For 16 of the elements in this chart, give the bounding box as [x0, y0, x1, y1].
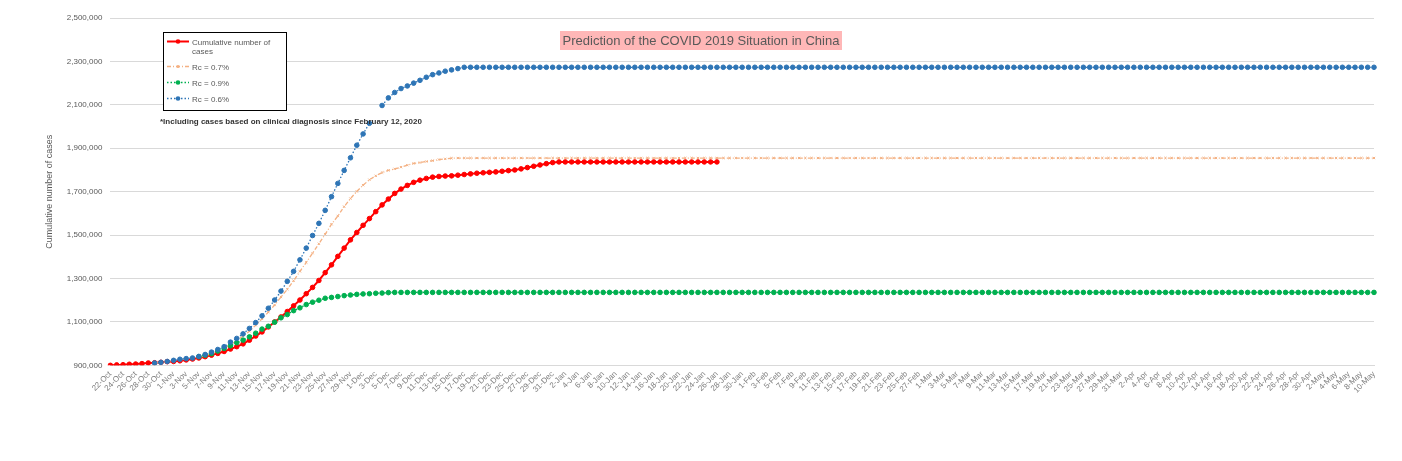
- y-tick-label: 2,500,000: [66, 13, 103, 23]
- y-tick-label: 1,300,000: [66, 273, 103, 283]
- y-axis-title: Cumulative number of cases: [43, 134, 54, 249]
- legend-label: Rc = 0.7%: [192, 63, 230, 72]
- y-tick-label: 1,100,000: [66, 317, 103, 327]
- legend-label: Cumulative number of cases: [192, 38, 272, 56]
- y-tick-label: 1,900,000: [66, 143, 103, 153]
- annotation: *Including cases based on clinical diagnosis since February 12, 2020: [160, 117, 422, 126]
- y-tick-label: 900,000: [73, 360, 103, 370]
- y-tick-label: 2,100,000: [66, 100, 103, 110]
- y-tick-label: 2,300,000: [66, 56, 103, 66]
- text: Prediction of the COVID 2019 Situation in China: [559, 31, 843, 50]
- legend-label: Rc = 0.9%: [192, 79, 230, 88]
- legend-label: Rc = 0.6%: [192, 95, 230, 104]
- y-tick-label: 1,500,000: [66, 230, 103, 240]
- y-tick-label: 1,700,000: [66, 186, 103, 196]
